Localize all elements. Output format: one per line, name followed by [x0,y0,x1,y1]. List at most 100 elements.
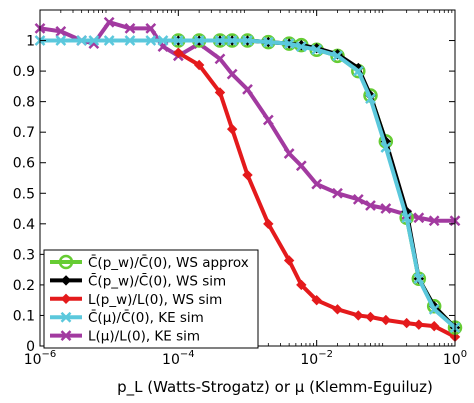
data-point [413,273,425,285]
y-tick-label: 0.8 [13,95,35,111]
data-point [332,304,343,315]
legend-entry: C̄(p_w)/C̄(0), WS approx [50,254,249,271]
data-point [145,22,157,34]
x-axis-label: p_L (Watts-Strogatz) or μ (Klemm-Eguiluz… [117,378,433,397]
data-point [365,311,376,323]
x-tick-exponent: −6 [42,349,57,360]
x-tick-base: 10 [300,352,318,368]
data-point [332,50,343,62]
data-point [283,148,295,159]
x-tick-exponent: −2 [318,349,333,360]
series-3 [34,35,461,334]
y-tick-label: 0 [26,339,35,355]
data-point [103,35,115,46]
data-point [173,47,184,58]
legend-entry: C̄(p_w)/C̄(0), WS sim [50,272,226,289]
data-point [311,44,323,56]
data-point [242,169,253,181]
data-point [426,299,442,314]
x-tick-label: 10−6 [24,349,57,368]
y-axis: 0 0.1 0.2 0.3 0.4 0.5 0.6 0.7 0.8 0.9 1 [13,34,455,355]
y-tick-label: 0.9 [13,64,35,80]
data-point [157,35,169,46]
data-point [214,87,226,98]
data-point [428,215,440,227]
data-point [295,160,307,172]
data-point [332,187,343,199]
data-point [365,93,376,104]
data-point [214,35,226,46]
x-tick-label: 10−4 [162,349,195,368]
data-point [226,35,238,46]
legend-entry: C̄(μ)/C̄(0), KE sim [50,309,204,326]
legend-label: C̄(p_w)/C̄(0), WS approx [88,254,249,271]
data-point [88,35,100,46]
data-point [60,293,72,305]
data-point [124,35,136,46]
y-tick-label: 0.3 [13,247,35,263]
data-point [55,35,67,46]
data-point [263,218,274,230]
data-point [76,35,88,46]
data-point [214,53,226,65]
y-tick-label: 0.4 [13,217,35,233]
legend-label: L(μ)/L(0), KE sim [88,329,200,345]
data-point [380,314,392,326]
data-point [380,203,392,214]
data-point [58,254,74,270]
data-point [55,25,67,37]
data-point [401,212,413,224]
x-tick-base: 10 [24,352,42,368]
data-point [311,178,323,190]
x-tick-exponent: 0 [461,349,467,360]
legend-entry: L(p_w)/L(0), WS sim [50,292,222,308]
legend-label: L(p_w)/L(0), WS sim [88,292,222,308]
x-tick-exponent: −4 [180,349,195,360]
data-point [60,330,72,341]
data-point [352,193,364,205]
legend-label: C̄(p_w)/C̄(0), WS sim [88,272,226,289]
data-point [380,142,392,153]
data-point [60,275,72,286]
data-point [262,114,274,126]
data-point [283,255,295,266]
data-point [124,22,136,34]
data-point [193,35,205,46]
data-point [295,41,307,53]
data-point [401,317,412,329]
data-point [103,16,115,28]
data-point [193,59,205,71]
data-point [283,38,295,49]
data-point [60,311,72,323]
data-point [413,319,425,330]
data-point [242,84,253,95]
data-point [296,279,307,291]
data-point [428,320,440,332]
y-tick-label: 0.6 [13,156,35,172]
legend-entry: L(μ)/L(0), KE sim [50,329,200,345]
data-point [428,303,440,315]
data-point [172,35,184,46]
data-point [352,65,364,77]
data-point [242,35,253,46]
data-point [365,200,376,211]
legend-label: C̄(μ)/C̄(0), KE sim [88,309,204,326]
data-point [311,294,322,306]
data-point [413,212,425,224]
data-point [226,123,238,135]
y-tick-label: 1 [26,34,35,50]
x-tick-base: 10 [162,352,180,368]
data-point [262,36,274,48]
x-tick-base: 10 [443,352,461,368]
y-tick-label: 0.5 [13,186,35,202]
data-point [226,68,238,80]
series-2 [173,47,461,343]
data-point [353,310,364,321]
y-tick-label: 0.7 [13,125,35,141]
y-tick-label: 0.2 [13,278,35,294]
data-point [145,35,157,46]
x-tick-label: 10−2 [300,349,333,368]
y-tick-label: 0.1 [13,308,35,324]
